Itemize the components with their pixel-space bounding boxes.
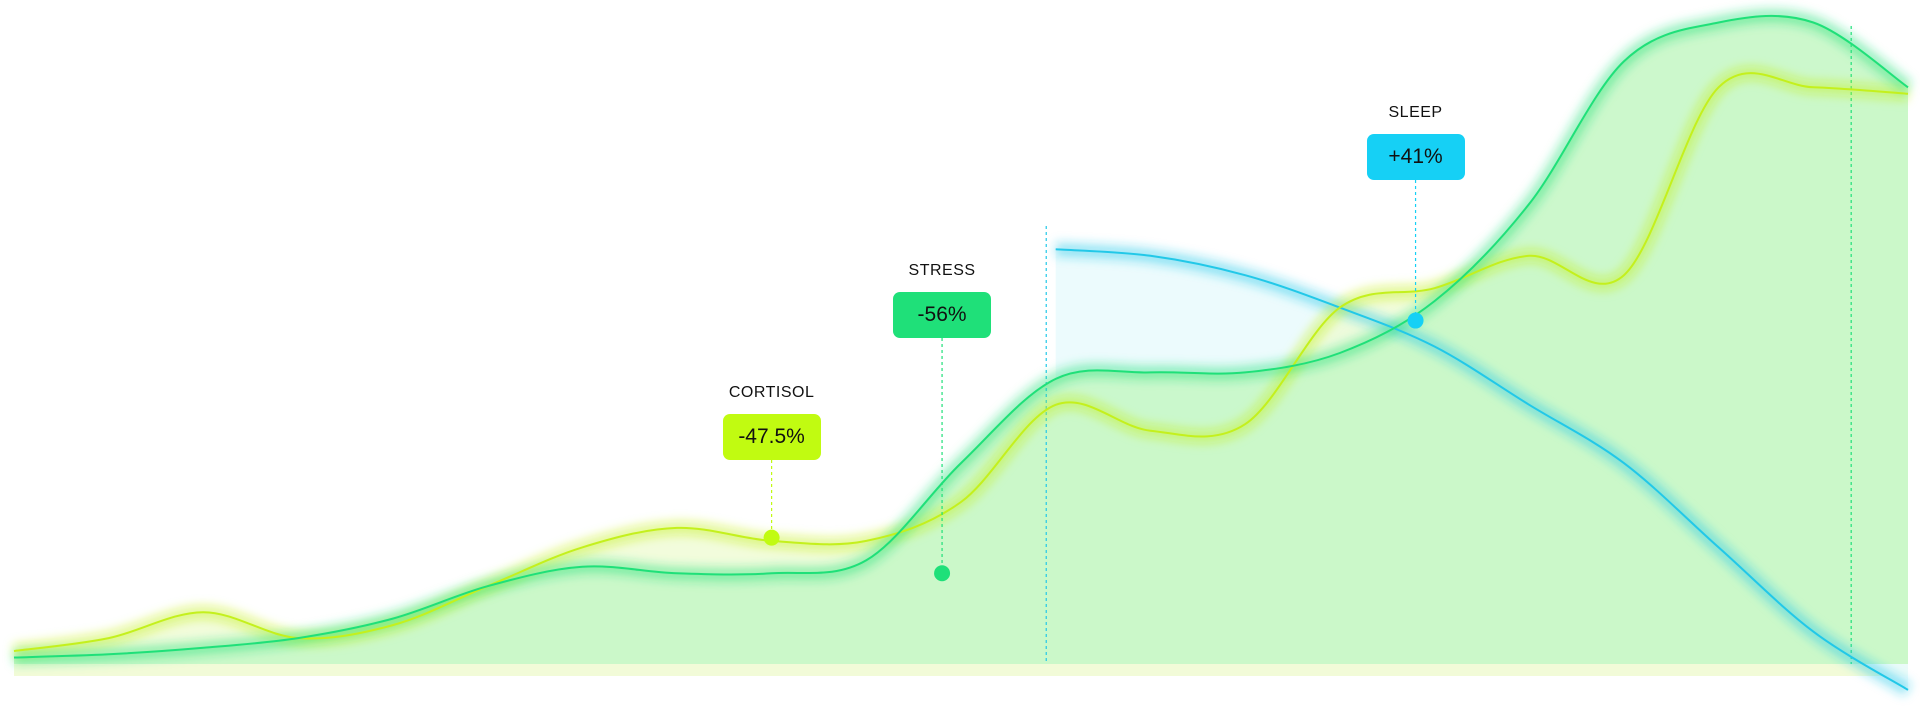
callout-sleep-label: SLEEP: [1388, 104, 1443, 121]
callout-cortisol: CORTISOL -47.5%: [722, 384, 821, 460]
callout-sleep: SLEEP +41%: [1366, 104, 1465, 180]
baseline-band: [14, 664, 1908, 676]
series-0-line: [13, 14, 1909, 659]
annotation-point-2: [1407, 312, 1424, 329]
callout-sleep-value: +41%: [1366, 134, 1465, 180]
annotation-point-1: [934, 565, 951, 582]
callout-cortisol-value: -47.5%: [722, 414, 821, 460]
series-0-area: [14, 15, 1908, 664]
callout-cortisol-label: CORTISOL: [728, 384, 815, 401]
series-2-line: [1055, 248, 1909, 691]
callout-stress-label: STRESS: [908, 262, 976, 279]
annotation-point-0: [763, 529, 780, 546]
callout-stress-value: -56%: [893, 292, 992, 338]
callout-stress: STRESS -56%: [893, 262, 992, 338]
series-1-line: [13, 72, 1909, 652]
